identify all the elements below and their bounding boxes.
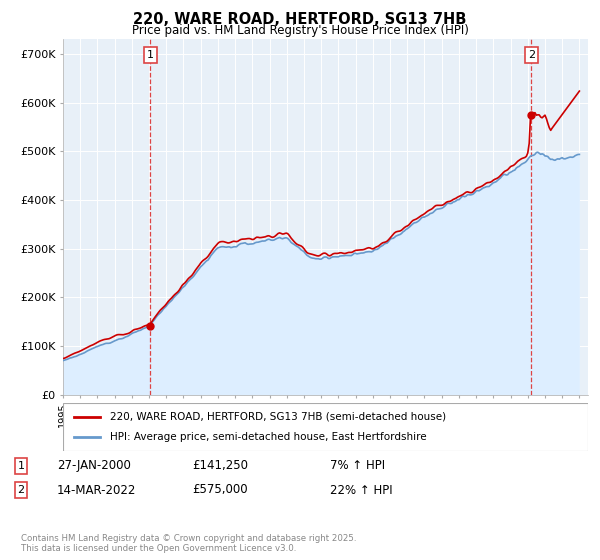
Text: 1: 1 [17,461,25,471]
Text: 2: 2 [17,485,25,495]
Text: £575,000: £575,000 [192,483,248,497]
Text: 22% ↑ HPI: 22% ↑ HPI [330,483,392,497]
Text: £141,250: £141,250 [192,459,248,473]
Text: Price paid vs. HM Land Registry's House Price Index (HPI): Price paid vs. HM Land Registry's House … [131,24,469,36]
Text: HPI: Average price, semi-detached house, East Hertfordshire: HPI: Average price, semi-detached house,… [110,432,427,442]
Text: 7% ↑ HPI: 7% ↑ HPI [330,459,385,473]
Text: 27-JAN-2000: 27-JAN-2000 [57,459,131,473]
FancyBboxPatch shape [63,403,588,451]
Text: 220, WARE ROAD, HERTFORD, SG13 7HB (semi-detached house): 220, WARE ROAD, HERTFORD, SG13 7HB (semi… [110,412,446,422]
Text: 14-MAR-2022: 14-MAR-2022 [57,483,136,497]
Text: Contains HM Land Registry data © Crown copyright and database right 2025.
This d: Contains HM Land Registry data © Crown c… [21,534,356,553]
Text: 2: 2 [527,50,535,60]
Text: 220, WARE ROAD, HERTFORD, SG13 7HB: 220, WARE ROAD, HERTFORD, SG13 7HB [133,12,467,27]
Text: 1: 1 [147,50,154,60]
